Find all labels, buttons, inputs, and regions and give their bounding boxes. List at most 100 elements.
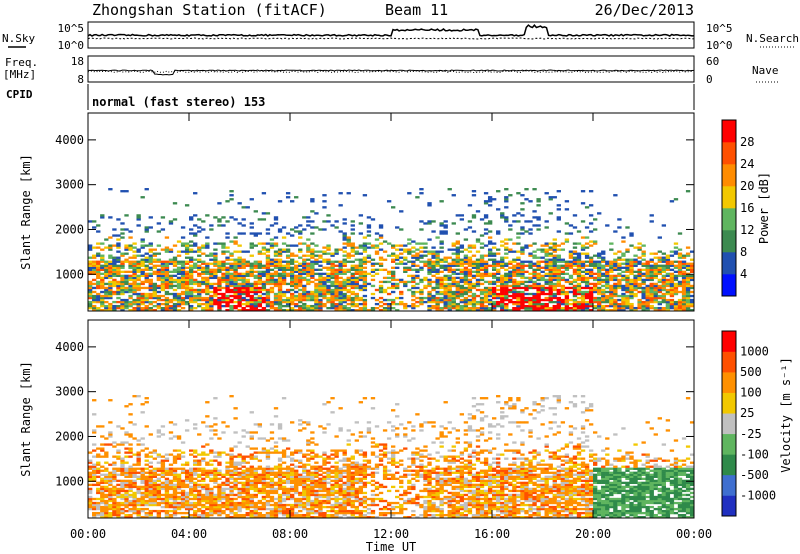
heatmap-cell — [350, 232, 355, 235]
heatmap-cell — [362, 308, 368, 312]
heatmap-cell — [257, 507, 263, 511]
heatmap-cell — [261, 483, 267, 487]
heatmap-cell — [140, 479, 145, 483]
heatmap-cell — [584, 292, 590, 296]
heatmap-cell — [439, 222, 444, 225]
heatmap-cell — [641, 300, 646, 304]
heatmap-cell — [233, 503, 238, 507]
heatmap-cell — [665, 264, 671, 267]
heatmap-cell — [156, 260, 162, 263]
heatmap-cell — [496, 302, 501, 306]
heatmap-cell — [584, 304, 590, 308]
heatmap-cell — [318, 302, 323, 306]
heatmap-cell — [629, 302, 634, 306]
heatmap-cell — [584, 282, 590, 286]
heatmap-cell — [580, 264, 586, 267]
heatmap-cell — [265, 511, 271, 515]
heatmap-cell — [132, 497, 137, 501]
heatmap-cell — [411, 274, 416, 278]
heatmap-cell — [104, 487, 109, 491]
heatmap-cell — [439, 290, 444, 294]
heatmap-cell — [257, 505, 263, 509]
heatmap-cell — [217, 202, 222, 205]
heatmap-cell — [136, 515, 141, 519]
heatmap-cell — [233, 218, 238, 221]
heatmap-cell — [184, 270, 190, 273]
heatmap-cell — [475, 238, 481, 241]
heatmap-cell — [217, 507, 222, 511]
heatmap-cell — [245, 292, 250, 296]
heatmap-cell — [326, 260, 331, 263]
heatmap-cell — [168, 304, 174, 308]
heatmap-cell — [172, 491, 178, 495]
heatmap-cell — [265, 471, 271, 474]
heatmap-cell — [685, 262, 691, 265]
heatmap-cell — [205, 286, 210, 290]
heatmap-cell — [447, 290, 452, 294]
heatmap-cell — [584, 290, 590, 294]
heatmap-cell — [641, 278, 646, 282]
heatmap-cell — [536, 298, 541, 302]
heatmap-cell — [451, 306, 456, 310]
heatmap-cell — [504, 308, 509, 312]
heatmap-cell — [273, 260, 279, 263]
heatmap-cell — [661, 270, 667, 273]
heatmap-cell — [447, 188, 452, 191]
heatmap-cell — [463, 268, 469, 271]
heatmap-cell — [197, 254, 202, 257]
heatmap-cell — [193, 264, 198, 267]
heatmap-cell — [180, 270, 186, 273]
heatmap-cell — [403, 302, 408, 306]
heatmap-cell — [593, 288, 598, 292]
heatmap-cell — [140, 264, 145, 267]
heatmap-cell — [160, 286, 166, 290]
heatmap-cell — [221, 224, 226, 227]
heatmap-cell — [617, 256, 622, 259]
heatmap-cell — [152, 489, 157, 493]
heatmap-cell — [172, 483, 178, 487]
heatmap-cell — [168, 483, 174, 487]
heatmap-cell — [88, 501, 93, 505]
heatmap-cell — [261, 497, 267, 501]
heatmap-cell — [584, 286, 590, 290]
heatmap-cell — [516, 286, 521, 290]
heatmap-cell — [132, 262, 137, 265]
heatmap-cell — [108, 294, 113, 298]
heatmap-cell — [298, 280, 303, 284]
heatmap-cell — [415, 242, 420, 245]
heatmap-cell — [253, 451, 258, 454]
heatmap-cell — [221, 294, 226, 298]
heatmap-cell — [479, 218, 485, 221]
heatmap-cell — [213, 423, 218, 426]
heatmap-cell — [152, 475, 157, 478]
heatmap-cell — [661, 224, 667, 227]
heatmap-cell — [350, 296, 355, 300]
heatmap-cell — [455, 240, 460, 243]
heatmap-cell — [439, 266, 444, 269]
heatmap-cell — [164, 278, 170, 282]
heatmap-cell — [322, 286, 327, 290]
heatmap-cell — [597, 270, 602, 273]
heatmap-cell — [544, 254, 549, 257]
heatmap-cell — [504, 298, 509, 302]
heatmap-cell — [298, 264, 303, 267]
heatmap-cell — [281, 290, 287, 294]
heatmap-cell — [500, 284, 505, 288]
heatmap-cell — [176, 240, 182, 243]
heatmap-cell — [435, 290, 440, 294]
heatmap-cell — [310, 226, 315, 229]
heatmap-cell — [302, 262, 307, 265]
heatmap-cell — [677, 280, 683, 284]
heatmap-cell — [152, 292, 157, 296]
heatmap-cell — [205, 298, 210, 302]
heatmap-cell — [310, 210, 315, 213]
heatmap-cell — [269, 477, 275, 480]
heatmap-cell — [330, 260, 335, 263]
heatmap-cell — [257, 294, 263, 298]
heatmap-cell — [568, 250, 574, 253]
heatmap-cell — [229, 294, 234, 298]
heatmap-cell — [116, 244, 121, 247]
heatmap-cell — [241, 515, 246, 519]
heatmap-cell — [580, 236, 586, 239]
heatmap-cell — [439, 286, 444, 290]
